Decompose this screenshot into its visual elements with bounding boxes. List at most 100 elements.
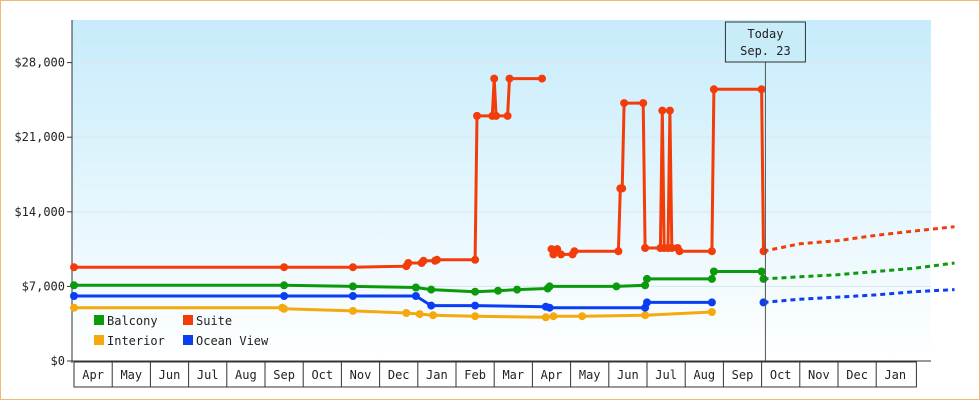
suite-point — [570, 247, 579, 256]
balcony-point — [757, 267, 766, 276]
month-label: Jul — [197, 368, 219, 382]
month-label: Nov — [350, 368, 372, 382]
suite-point — [503, 111, 512, 120]
month-label: Feb — [464, 368, 486, 382]
legend: Balcony Suite Interior Ocean View — [94, 314, 269, 348]
month-strip — [73, 361, 917, 388]
month-label: Dec — [388, 368, 410, 382]
series-layer — [70, 74, 955, 322]
suite-point — [557, 250, 565, 259]
suite-point — [492, 111, 501, 120]
month-label: Aug — [235, 368, 257, 382]
interior-point — [415, 310, 424, 319]
ocean-view-point — [759, 298, 768, 307]
month-label: May — [579, 368, 601, 382]
balcony-point — [641, 281, 650, 290]
balcony-point — [545, 282, 554, 291]
interior-point — [348, 306, 357, 315]
legend-label-suite: Suite — [196, 314, 232, 328]
month-label: Oct — [770, 368, 792, 382]
balcony-point — [411, 283, 420, 292]
suite-point — [667, 244, 676, 252]
interior-point — [707, 308, 716, 316]
suite-point — [658, 106, 667, 115]
legend-label-ocean-view: Ocean View — [196, 334, 269, 348]
ocean-view-point — [348, 292, 357, 300]
today-marker: Today Sep. 23 — [724, 21, 806, 361]
balcony-point — [494, 286, 502, 295]
suite-point — [471, 255, 480, 264]
month-label: Dec — [846, 368, 868, 382]
interior-point — [641, 311, 650, 320]
month-label: Jan — [884, 368, 906, 382]
x-axis: Apr May Jun Jul Aug Sep Oct Nov Dec Jan Feb Mar Apr M… — [72, 360, 931, 388]
today-label: Today — [747, 27, 783, 41]
balcony-point — [759, 274, 768, 283]
month-label: Jul — [655, 368, 677, 382]
y-tick-label: $0 — [51, 354, 65, 368]
interior-point — [471, 312, 480, 321]
interior-point — [402, 309, 411, 317]
plot-background — [72, 20, 931, 361]
interior-point — [549, 312, 558, 321]
suite-point — [618, 184, 627, 193]
suite-projection-line — [763, 225, 955, 253]
suite-point — [490, 74, 499, 83]
suite-point — [759, 247, 768, 256]
interior-point — [70, 303, 78, 312]
suite-point — [620, 99, 629, 108]
month-label: Oct — [311, 368, 333, 382]
balcony-point — [709, 267, 718, 276]
y-axis: $0 $7,000 $14,000 $21,000 $28,000 — [14, 20, 73, 368]
legend-label-balcony: Balcony — [107, 314, 158, 328]
balcony-point — [707, 274, 716, 283]
legend-swatch-interior — [94, 335, 104, 345]
suite-point — [280, 263, 289, 272]
month-label: Sep — [732, 368, 754, 382]
interior-point — [578, 312, 587, 321]
suite-point — [505, 74, 514, 83]
ocean-view-point — [70, 292, 78, 300]
suite-point — [641, 244, 650, 252]
suite-point — [70, 263, 78, 272]
ocean-view-projection-line — [763, 288, 955, 304]
month-label: Apr — [541, 368, 563, 382]
ocean-view-point — [545, 303, 554, 312]
suite-point — [348, 263, 357, 272]
suite-point — [709, 85, 718, 94]
ocean-view-point — [427, 301, 436, 310]
month-label: Jun — [617, 368, 639, 382]
legend-label-interior: Interior — [107, 334, 165, 348]
legend-swatch-suite — [183, 315, 193, 325]
suite-point — [675, 247, 684, 256]
month-label: Sep — [273, 368, 295, 382]
month-label: May — [120, 368, 142, 382]
suite-point — [707, 247, 716, 256]
balcony-point — [427, 285, 436, 294]
today-label-box — [724, 21, 806, 63]
legend-swatch-ocean-view — [183, 335, 193, 345]
interior-point — [541, 313, 550, 322]
suite-point — [404, 259, 413, 267]
suite-point — [432, 255, 441, 264]
today-date: Sep. 23 — [740, 44, 791, 58]
grid-lines — [72, 62, 931, 287]
balcony-point — [280, 281, 289, 290]
suite-point — [665, 106, 674, 115]
suite-point — [419, 256, 428, 265]
month-label: Mar — [502, 368, 524, 382]
suite-point — [538, 74, 546, 83]
ocean-view-point — [643, 298, 651, 307]
y-tick-label: $14,000 — [14, 205, 65, 219]
month-label: Apr — [82, 368, 104, 382]
month-label: Nov — [808, 368, 830, 382]
interior-point — [429, 311, 438, 320]
ocean-view-point — [411, 292, 420, 300]
balcony-point — [348, 282, 357, 291]
month-label: Jan — [426, 368, 448, 382]
ocean-view-point — [280, 292, 289, 300]
suite-point — [473, 111, 481, 120]
balcony-point — [612, 282, 621, 291]
